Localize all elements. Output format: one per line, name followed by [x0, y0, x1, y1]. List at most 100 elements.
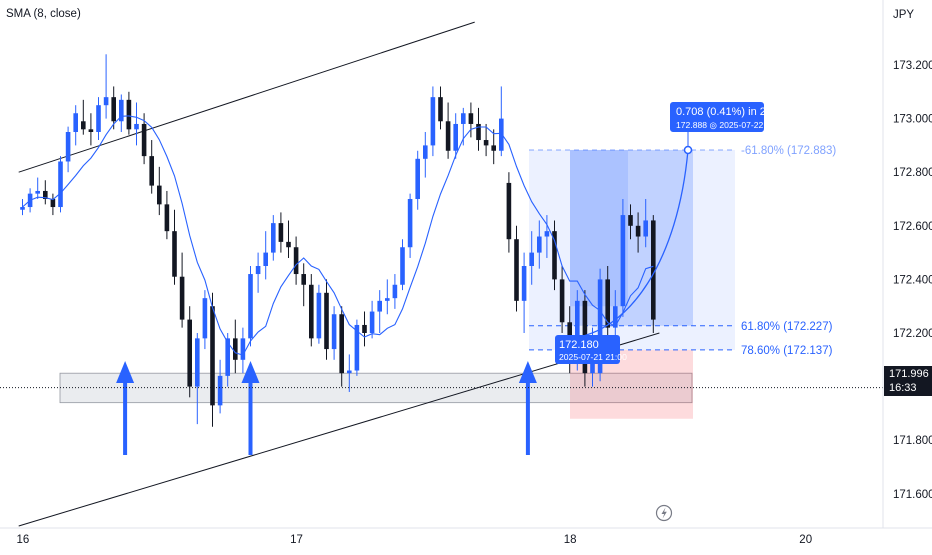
candle-body: [89, 129, 94, 132]
candle: [514, 226, 519, 312]
candle-body: [400, 247, 405, 285]
measure-callout-line1: 0.708 (0.41%) in 20h: [676, 106, 778, 118]
candle-body: [172, 231, 177, 277]
candle: [499, 86, 504, 156]
candle: [96, 97, 101, 140]
candle: [35, 178, 40, 199]
candle-body: [408, 199, 413, 247]
candle-body: [203, 298, 208, 338]
candle-body: [469, 113, 474, 124]
candle: [294, 237, 299, 285]
candle-body: [165, 204, 170, 231]
candle-body: [195, 338, 200, 386]
candle-body: [127, 100, 132, 129]
candle-body: [210, 306, 215, 405]
indicator-label[interactable]: SMA (8, close): [6, 8, 81, 20]
candle: [195, 333, 200, 424]
candle-body: [51, 199, 56, 207]
target-point: [685, 146, 692, 153]
candle-body: [301, 274, 306, 285]
candle-body: [491, 145, 496, 150]
candle-body: [294, 247, 299, 274]
candle-body: [218, 376, 223, 405]
candle-body: [461, 113, 466, 124]
candle: [66, 127, 71, 173]
candle-body: [636, 226, 641, 237]
current-price-value: 171.996: [889, 368, 929, 380]
candle: [241, 328, 246, 374]
candle: [279, 212, 284, 252]
candle-body: [423, 145, 428, 158]
candle: [377, 290, 382, 333]
candle-body: [271, 223, 276, 252]
candle-body: [514, 239, 519, 301]
price-axis[interactable]: 173.200173.000172.800172.600172.400172.2…: [893, 60, 932, 501]
candle: [58, 156, 63, 212]
candle: [263, 231, 268, 279]
lightning-icon[interactable]: [657, 506, 672, 521]
current-price-countdown: 16:33: [889, 382, 917, 394]
candle-body: [187, 320, 192, 387]
candle-body: [446, 121, 451, 150]
arrow-shaft: [526, 379, 530, 455]
candle-body: [385, 298, 390, 301]
candle: [187, 306, 192, 397]
candle: [127, 92, 132, 135]
candle: [423, 132, 428, 178]
candle-body: [370, 312, 375, 333]
candle: [286, 220, 291, 258]
candle: [218, 360, 223, 414]
candle-body: [377, 301, 382, 312]
candle-body: [453, 124, 458, 151]
candle-body: [286, 242, 291, 247]
fib-level-label: 61.80% (172.227): [741, 321, 833, 333]
candle-body: [393, 285, 398, 298]
candle: [149, 140, 154, 194]
candle-body: [104, 97, 109, 105]
time-axis[interactable]: 16171820222324: [17, 534, 932, 546]
candle: [157, 167, 162, 215]
arrow-head: [519, 361, 537, 383]
candle: [165, 191, 170, 239]
candle-body: [142, 124, 147, 156]
candle: [324, 279, 329, 359]
candle-body: [134, 124, 139, 129]
entry-callout-price: 172.180: [559, 339, 599, 351]
candle-body: [643, 220, 648, 236]
arrow-head: [116, 361, 134, 383]
candle-body: [96, 105, 101, 132]
candle: [317, 285, 322, 344]
time-tick-label: 18: [564, 534, 577, 546]
candle-body: [529, 253, 534, 266]
candle-body: [263, 253, 268, 266]
price-tick-label: 172.600: [893, 221, 932, 233]
candle: [507, 172, 512, 252]
candle: [598, 269, 603, 382]
candle: [408, 194, 413, 258]
candle: [522, 253, 527, 333]
candle: [89, 113, 94, 145]
price-tick-label: 172.200: [893, 328, 932, 340]
arrow-shaft: [249, 379, 253, 455]
candle: [203, 290, 208, 349]
time-tick-label: 17: [290, 534, 303, 546]
candle-body: [35, 191, 40, 194]
currency-label[interactable]: JPY: [893, 9, 914, 21]
candle: [400, 239, 405, 290]
candle: [309, 274, 314, 346]
candle: [104, 54, 109, 118]
candle: [271, 215, 276, 261]
candle: [355, 320, 360, 376]
candle: [301, 263, 306, 306]
candle-body: [20, 207, 25, 210]
fib-level-label: 78.60% (172.137): [741, 345, 833, 357]
candle-body: [438, 97, 443, 121]
candle-body: [324, 293, 329, 349]
candle-body: [613, 306, 618, 327]
candle: [119, 94, 124, 132]
price-tick-label: 172.800: [893, 167, 932, 179]
